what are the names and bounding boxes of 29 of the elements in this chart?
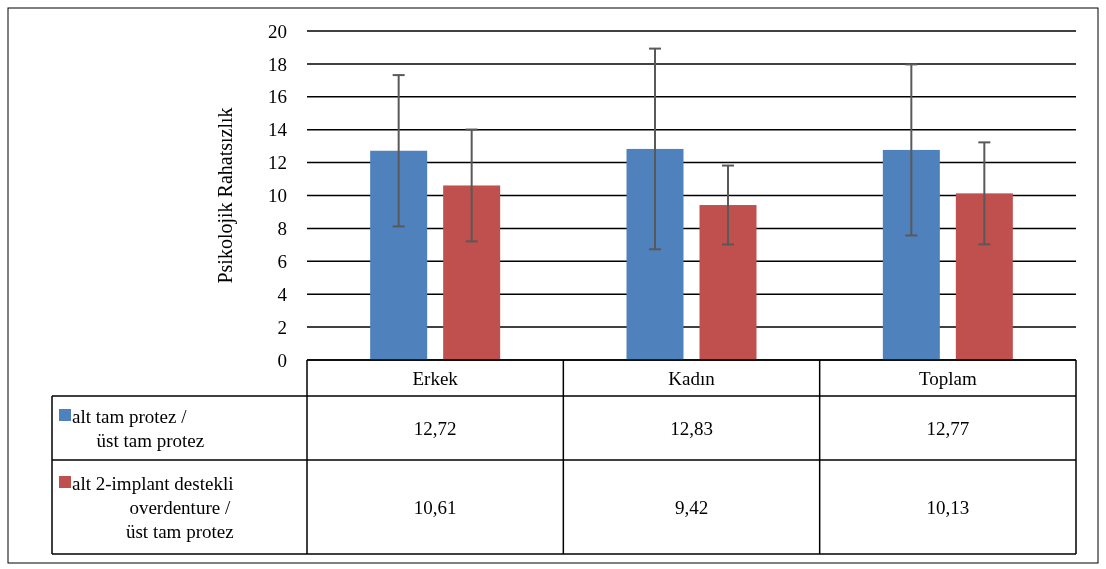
x-tick-label: Toplam [918, 367, 977, 389]
data-label: 10,13 [926, 496, 970, 518]
data-label: 10,61 [413, 496, 457, 518]
bar [699, 205, 757, 360]
data-label: 12,83 [670, 417, 713, 439]
x-tick-label: Erkek [412, 367, 459, 389]
y-tick-label: 16 [268, 86, 287, 108]
y-axis-title: Psikolojik Rahatsızlık [214, 107, 237, 284]
bar [955, 193, 1013, 360]
y-tick-label: 18 [268, 53, 287, 75]
x-tick-label: Kadın [668, 367, 716, 389]
y-tick-label: 0 [277, 349, 287, 371]
y-tick-label: 2 [277, 316, 287, 338]
data-label: 12,77 [926, 417, 970, 439]
y-tick-label: 4 [277, 283, 288, 305]
bar [443, 185, 501, 360]
data-label: 12,72 [413, 417, 457, 439]
y-tick-label: 12 [268, 152, 287, 174]
y-tick-label: 14 [268, 119, 288, 141]
legend-label: alt tam protez / üst tam protez [72, 405, 205, 451]
y-tick-label: 20 [268, 20, 287, 42]
y-tick-label: 8 [277, 218, 287, 240]
y-tick-label: 6 [277, 250, 287, 272]
y-tick-label: 10 [268, 185, 287, 207]
bar [370, 150, 428, 360]
bar [626, 148, 684, 360]
data-label: 9,42 [674, 496, 709, 518]
bar [882, 149, 940, 360]
legend-label: alt 2-implant destekli overdenture / üst tam protez [72, 472, 234, 542]
